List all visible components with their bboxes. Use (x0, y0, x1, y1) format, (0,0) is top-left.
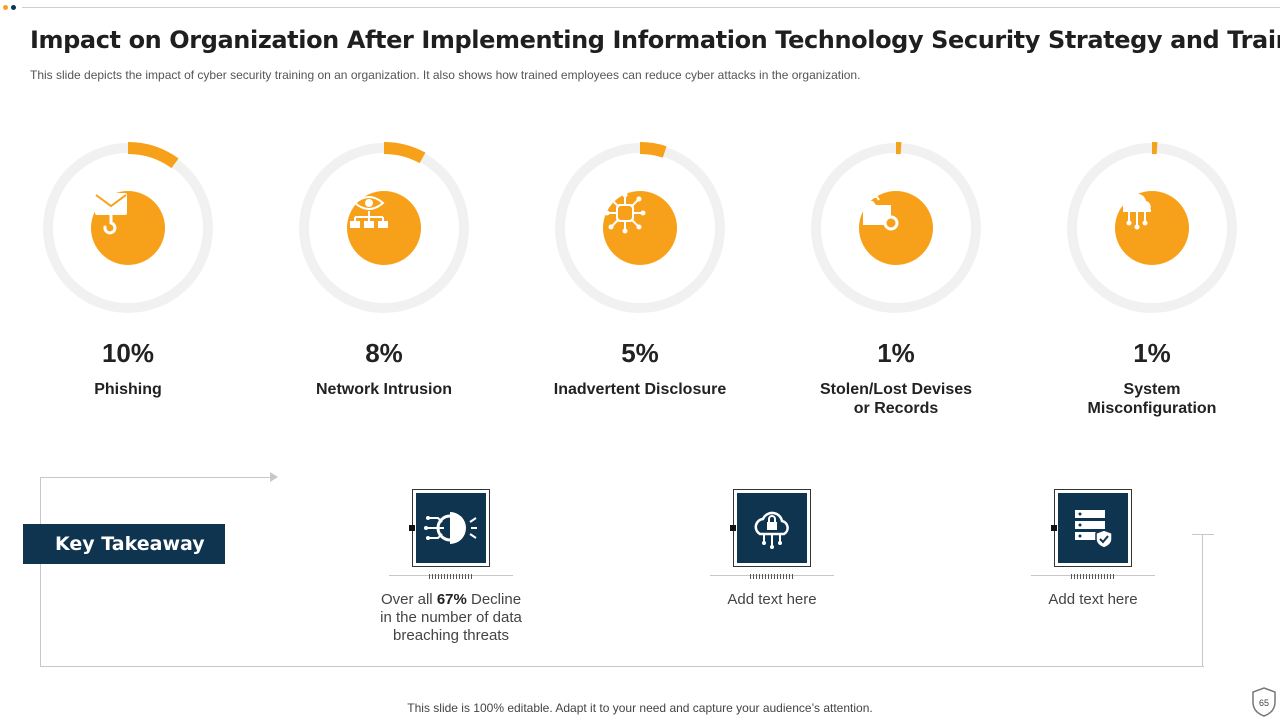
stat-percent: 8% (365, 338, 403, 368)
server-shield-icon (1075, 510, 1113, 549)
stat-stolen-devices: 1% Stolen/Lost Devises or Records (808, 140, 984, 417)
shield-icon: 65 (1252, 687, 1276, 717)
stat-label-line1: System (1123, 381, 1181, 398)
footer-note: This slide is 100% editable. Adapt it to… (407, 701, 873, 715)
arrow-right-icon (270, 472, 278, 482)
key-takeaway-label: Key Takeaway (20, 524, 225, 564)
card-text-line2: in the number of data (380, 609, 522, 626)
ring-svg (298, 142, 470, 314)
progress-ring (552, 140, 728, 316)
page-number: 65 (1259, 698, 1269, 708)
stat-system-misconfiguration: 1% System Misconfiguration (1064, 140, 1240, 417)
folder-gear-icon (863, 196, 899, 231)
card-text: Over all 67% Decline in the number of da… (369, 591, 533, 645)
stat-label-line2: or Records (853, 400, 939, 417)
icon-badge (347, 191, 421, 265)
orange-dot (3, 5, 8, 10)
card-ticks (429, 574, 473, 579)
card-icon-frame (730, 489, 811, 567)
takeaway-frame-right (1202, 534, 1203, 666)
card-icon-tile (416, 493, 486, 563)
page-subtitle: This slide depicts the impact of cyber s… (30, 68, 861, 82)
card-text: Add text here (1048, 591, 1138, 608)
icon-badge (859, 191, 933, 265)
stat-percent: 1% (1133, 338, 1171, 368)
progress-ring (1064, 140, 1240, 316)
hacker-signal-icon (424, 512, 477, 544)
stat-inadvertent-disclosure: 5% Inadvertent Disclosure (552, 140, 728, 398)
stat-label: Phishing (94, 381, 162, 398)
card-icon-frame (1051, 489, 1132, 567)
takeaway-frame (40, 477, 1204, 667)
progress-ring (808, 140, 984, 316)
ring-svg (810, 142, 982, 314)
card-icon-tile (1058, 493, 1128, 563)
cloud-network-icon (1122, 193, 1151, 230)
email-hook-icon (95, 193, 127, 235)
stat-network-intrusion: 8% Network Intrusion (296, 140, 472, 398)
card-icon-frame (409, 489, 490, 567)
ring-progress-arc (554, 142, 726, 314)
icon-badge (603, 191, 677, 265)
card-text: Add text here (727, 591, 817, 608)
stat-label-line1: Stolen/Lost Devises (819, 381, 973, 398)
progress-ring (296, 140, 472, 316)
card-text-suffix: Decline (466, 591, 522, 608)
page-number-badge: 65 (1250, 686, 1278, 718)
ring-progress-arc (810, 142, 982, 314)
card-icon-tile (737, 493, 807, 563)
card-ticks (1071, 574, 1115, 579)
ring-svg (42, 142, 214, 314)
stat-label: Stolen/Lost Devises or Records (768, 380, 1024, 418)
takeaway-frame-tick (1192, 534, 1214, 535)
card-connector (1051, 525, 1057, 531)
ring-svg (554, 142, 726, 314)
ring-progress-arc (298, 142, 470, 314)
stat-label: Inadvertent Disclosure (553, 381, 727, 398)
card-connector (409, 525, 415, 531)
progress-ring (40, 140, 216, 316)
stat-percent: 10% (101, 338, 155, 368)
ring-svg (1066, 142, 1238, 314)
eye-network-icon (350, 196, 388, 228)
card-text-prefix: Over all (380, 591, 437, 608)
stat-label: System Misconfiguration (1024, 380, 1280, 418)
cloud-lock-icon (754, 511, 789, 549)
card-text-highlight: 67% (436, 591, 467, 608)
card-ticks (750, 574, 794, 579)
stat-label-line2: Misconfiguration (1087, 400, 1217, 417)
icon-badge (91, 191, 165, 265)
navy-dot (11, 5, 16, 10)
page-title: Impact on Organization After Implementin… (30, 26, 1280, 54)
ring-progress-arc (42, 142, 214, 314)
top-rule (22, 7, 1280, 8)
stat-percent: 5% (621, 338, 659, 368)
stat-label: Network Intrusion (315, 381, 452, 398)
card-text-line3: breaching threats (393, 627, 509, 644)
card-connector (730, 525, 736, 531)
stat-phishing: 10% Phishing (40, 140, 216, 398)
stat-percent: 1% (877, 338, 915, 368)
icon-badge (1115, 191, 1189, 265)
chip-network-icon (604, 192, 646, 234)
ring-progress-arc (1066, 142, 1238, 314)
takeaway-frame-top (40, 477, 272, 478)
